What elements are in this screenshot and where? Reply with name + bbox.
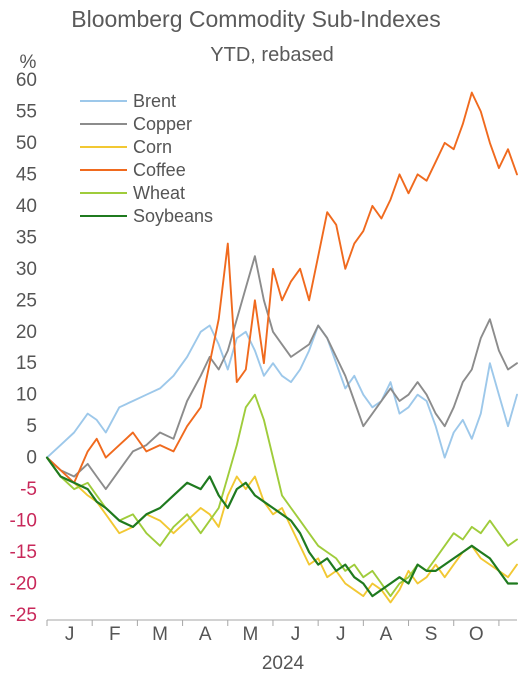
series-line-corn bbox=[46, 456, 518, 604]
legend: Brent Copper Corn Coffee Wheat Soybeans bbox=[80, 91, 213, 226]
y-tick-label: 55 bbox=[16, 101, 37, 122]
y-tick-label: 40 bbox=[16, 196, 37, 217]
y-tick-label: 5 bbox=[26, 416, 37, 437]
x-tick-label: A bbox=[380, 624, 393, 645]
x-tick-label: J bbox=[65, 624, 75, 645]
y-tick-label: 30 bbox=[16, 259, 37, 280]
y-axis-unit-label: % bbox=[20, 52, 37, 73]
x-axis-year-label: 2024 bbox=[262, 653, 305, 674]
y-tick-label: -5 bbox=[20, 479, 37, 500]
legend-label-wheat: Wheat bbox=[133, 183, 185, 203]
series-line-wheat bbox=[46, 393, 518, 598]
legend-label-soybeans: Soybeans bbox=[133, 206, 213, 226]
x-tick-label: M bbox=[152, 624, 168, 645]
x-tick-label: S bbox=[425, 624, 438, 645]
legend-label-coffee: Coffee bbox=[133, 160, 186, 180]
x-tick-label: J bbox=[291, 624, 301, 645]
y-tick-label: 50 bbox=[16, 133, 37, 154]
chart-subtitle: YTD, rebased bbox=[210, 44, 333, 66]
y-tick-label: 60 bbox=[16, 70, 37, 91]
x-tick-label: O bbox=[469, 624, 484, 645]
y-tick-label: 45 bbox=[16, 164, 37, 185]
legend-label-copper: Copper bbox=[133, 114, 192, 134]
y-tick-label: 15 bbox=[16, 353, 37, 374]
series-line-coffee bbox=[46, 91, 518, 484]
series-line-copper bbox=[46, 255, 518, 491]
series-lines bbox=[45, 91, 519, 604]
legend-label-brent: Brent bbox=[133, 91, 176, 111]
series-line-brent bbox=[46, 324, 518, 459]
x-tick-label: A bbox=[199, 624, 212, 645]
y-tick-label: -15 bbox=[10, 542, 37, 563]
x-tick-label: F bbox=[109, 624, 121, 645]
y-tick-label: 20 bbox=[16, 322, 37, 343]
y-tick-label: 35 bbox=[16, 227, 37, 248]
x-tick-label: M bbox=[242, 624, 258, 645]
y-tick-label: 25 bbox=[16, 290, 37, 311]
legend-label-corn: Corn bbox=[133, 137, 172, 157]
y-tick-label: -10 bbox=[10, 511, 37, 532]
x-tick-label: J bbox=[336, 624, 346, 645]
chart-title: Bloomberg Commodity Sub-Indexes bbox=[71, 6, 440, 32]
series-line-soybeans bbox=[45, 456, 519, 598]
y-tick-label: -25 bbox=[10, 605, 37, 626]
y-tick-label: -20 bbox=[10, 574, 37, 595]
y-tick-label: 10 bbox=[16, 385, 37, 406]
y-tick-label: 0 bbox=[26, 448, 37, 469]
